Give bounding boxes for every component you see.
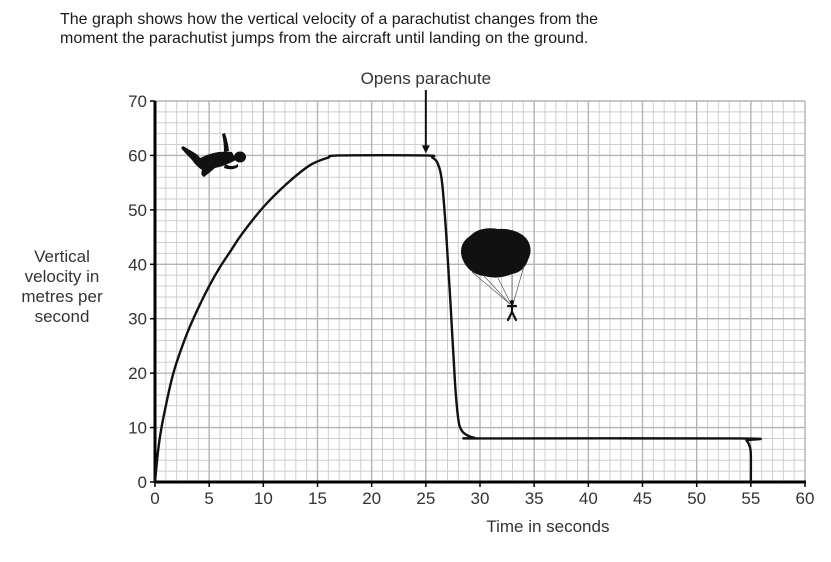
ticks	[150, 100, 806, 487]
x-tick-label: 10	[254, 489, 273, 508]
x-tick-label: 15	[308, 489, 327, 508]
y-tick-label: 60	[128, 146, 147, 165]
y-axis-label-line: velocity in	[24, 267, 100, 286]
x-tick-label: 20	[362, 489, 381, 508]
y-tick-label: 40	[128, 255, 147, 274]
x-tick-label: 55	[741, 489, 760, 508]
x-tick-label: 50	[687, 489, 706, 508]
series-line-velocity	[153, 153, 762, 483]
x-tick-label: 45	[633, 489, 652, 508]
y-tick-label: 10	[128, 419, 147, 438]
x-tick-label: 25	[416, 489, 435, 508]
grid-major	[154, 100, 806, 483]
parachute-icon	[461, 228, 531, 322]
y-tick-label: 50	[128, 201, 147, 220]
skydiver-icon	[181, 133, 246, 177]
x-tick-label: 40	[579, 489, 598, 508]
y-axis-label-line: second	[34, 307, 90, 326]
y-tick-label: 30	[128, 310, 147, 329]
annotation-arrow-head	[421, 145, 430, 154]
tick-labels: 0 5 10 15 20 25 30 35 40 45 50 55 60 0 10 20 30 40 50 60 70	[128, 92, 814, 508]
x-tick-label: 30	[471, 489, 490, 508]
y-tick-label: 20	[128, 364, 147, 383]
y-axis-label-line: Vertical	[34, 247, 90, 266]
series-group	[153, 153, 762, 483]
intro-line-2: moment the parachutist jumps from the ai…	[60, 30, 589, 47]
annotation-opens-parachute: Opens parachute	[361, 69, 491, 88]
y-axis-label-line: metres per	[21, 287, 103, 306]
x-tick-label: 0	[150, 489, 159, 508]
x-tick-label: 35	[525, 489, 544, 508]
y-tick-label: 70	[128, 92, 147, 111]
intro-line-1: The graph shows how the vertical velocit…	[60, 11, 599, 28]
intro-text: The graph shows how the vertical velocit…	[60, 10, 598, 48]
x-axis-label: Time in seconds	[486, 517, 609, 536]
y-axis-label: Vertical velocity in metres per second	[0, 247, 124, 327]
x-tick-label: 60	[796, 489, 815, 508]
y-tick-label: 0	[138, 473, 147, 492]
x-tick-label: 5	[204, 489, 213, 508]
